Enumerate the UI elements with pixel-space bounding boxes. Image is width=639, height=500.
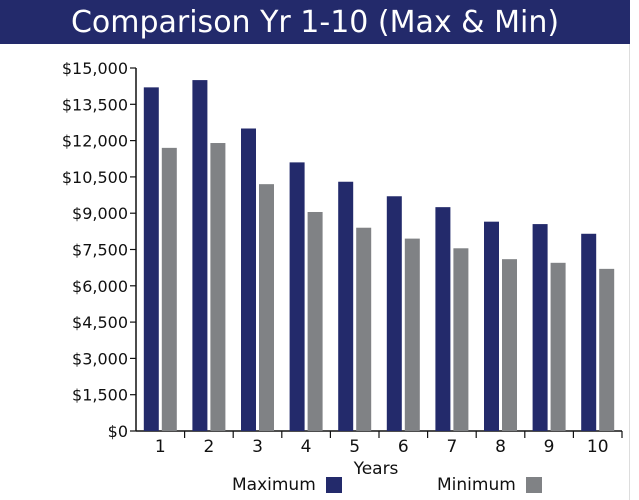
- x-axis-title: Years: [353, 459, 399, 479]
- y-tick-label: $3,000: [72, 349, 128, 368]
- legend-label-minimum: Minimum: [437, 475, 516, 495]
- bar-minimum-year-1: [161, 147, 177, 432]
- x-tick-label: 6: [398, 437, 409, 457]
- x-tick-label: 8: [495, 437, 506, 457]
- bar-minimum-year-6: [404, 238, 420, 431]
- bar-maximum-year-4: [289, 162, 305, 431]
- x-tick-label: 7: [446, 437, 457, 457]
- chart-title: Comparison Yr 1-10 (Max & Min): [70, 4, 560, 40]
- y-tick-label: $6,000: [72, 277, 128, 296]
- bar-minimum-year-5: [356, 227, 372, 431]
- bar-maximum-year-1: [143, 87, 159, 432]
- bar-maximum-year-2: [192, 80, 208, 431]
- title-bar: Comparison Yr 1-10 (Max & Min): [0, 0, 630, 44]
- bar-maximum-year-7: [435, 207, 451, 431]
- legend-item-maximum: Maximum: [232, 473, 342, 497]
- legend-swatch-minimum: [525, 477, 542, 493]
- bar-minimum-year-7: [453, 248, 469, 431]
- legend-item-minimum: Minimum: [437, 473, 542, 497]
- bar-maximum-year-9: [532, 224, 548, 431]
- bar-minimum-year-4: [307, 211, 323, 431]
- y-tick-label: $4,500: [72, 313, 128, 332]
- x-tick-label: 2: [203, 437, 214, 457]
- x-tick-label: 10: [587, 437, 609, 457]
- y-tick-label: $9,000: [72, 204, 128, 223]
- y-tick-label: $7,500: [72, 241, 128, 260]
- x-tick-label: 4: [301, 437, 312, 457]
- y-tick-label: $13,500: [62, 95, 128, 114]
- bar-minimum-year-10: [599, 268, 615, 431]
- bar-minimum-year-2: [210, 143, 226, 431]
- legend-swatch-maximum: [325, 477, 342, 493]
- legend-label-maximum: Maximum: [232, 475, 316, 495]
- bar-minimum-year-3: [259, 184, 274, 431]
- bar-maximum-year-8: [484, 221, 499, 431]
- bar-maximum-year-10: [581, 233, 597, 431]
- y-tick-label: $15,000: [62, 59, 128, 78]
- y-tick-label: $1,500: [72, 386, 128, 405]
- bar-minimum-year-9: [550, 262, 566, 431]
- x-tick-label: 3: [252, 437, 263, 457]
- bar-minimum-year-8: [502, 259, 517, 431]
- bar-maximum-year-5: [338, 181, 354, 431]
- y-tick-label: $0: [108, 422, 128, 441]
- y-tick-label: $10,500: [62, 168, 128, 187]
- bar-maximum-year-6: [386, 196, 402, 431]
- y-tick-label: $12,000: [62, 132, 128, 151]
- x-tick-label: 1: [155, 437, 166, 457]
- bar-maximum-year-3: [241, 128, 256, 431]
- x-tick-label: 5: [349, 437, 360, 457]
- x-tick-label: 9: [544, 437, 555, 457]
